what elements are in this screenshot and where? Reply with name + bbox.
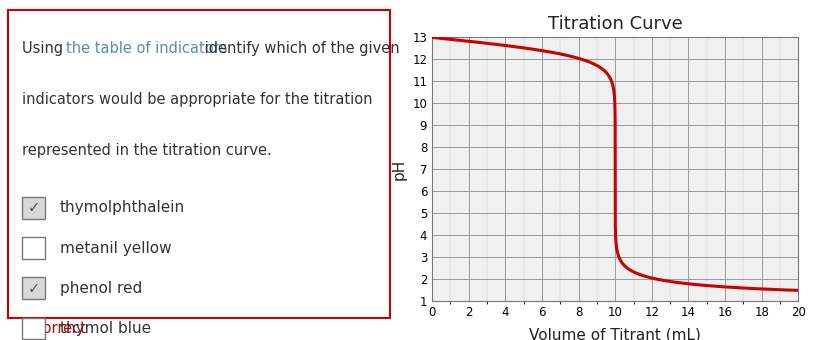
Text: the table of indicators: the table of indicators	[66, 41, 227, 56]
Text: ✓: ✓	[27, 200, 40, 216]
Text: indicators would be appropriate for the titration: indicators would be appropriate for the …	[22, 92, 373, 107]
Text: metanil yellow: metanil yellow	[60, 240, 171, 256]
X-axis label: Volume of Titrant (mL): Volume of Titrant (mL)	[529, 327, 701, 340]
Text: Using: Using	[22, 41, 67, 56]
Text: thymolphthalein: thymolphthalein	[60, 200, 185, 216]
Text: ✓: ✓	[27, 280, 40, 296]
Text: identify which of the given: identify which of the given	[200, 41, 399, 56]
Title: Titration Curve: Titration Curve	[548, 15, 682, 33]
Text: represented in the titration curve.: represented in the titration curve.	[22, 143, 272, 158]
Text: Incorrect: Incorrect	[22, 321, 87, 336]
Text: phenol red: phenol red	[60, 280, 142, 296]
Y-axis label: pH: pH	[392, 158, 407, 180]
Text: thymol blue: thymol blue	[60, 321, 151, 336]
